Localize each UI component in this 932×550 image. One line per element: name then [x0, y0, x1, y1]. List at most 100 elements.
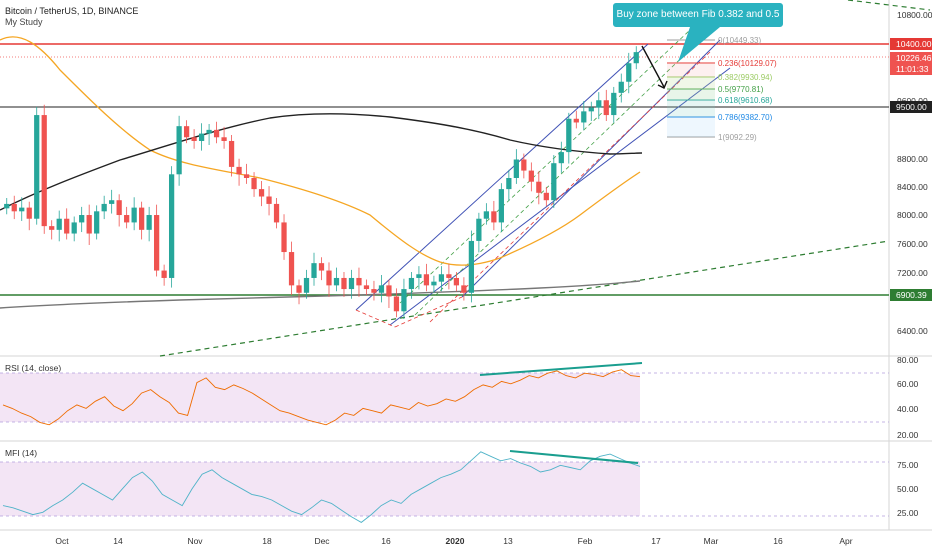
candle-body — [401, 289, 407, 312]
rsi-tick: 80.00 — [897, 355, 919, 365]
candle-body — [161, 270, 167, 278]
candle-body — [551, 163, 557, 201]
rsi-tick: 20.00 — [897, 430, 919, 440]
candle-body — [4, 203, 10, 209]
time-label: 14 — [113, 536, 123, 546]
candle-body — [386, 285, 392, 297]
candle-body — [596, 100, 602, 108]
candle-body — [611, 92, 617, 116]
price-tick: 8800.00 — [897, 154, 928, 164]
rsi-tick: 60.00 — [897, 379, 919, 389]
candle-body — [79, 215, 85, 223]
candle-body — [124, 215, 130, 223]
candle-body — [356, 277, 362, 286]
dashed-resistance-trendline[interactable] — [847, 0, 931, 11]
candle-body — [71, 222, 77, 234]
candle-body — [491, 211, 497, 223]
candle-body — [521, 159, 527, 171]
candles — [4, 46, 639, 320]
candle-body — [49, 226, 55, 230]
candle-body — [543, 192, 549, 201]
candle-body — [296, 285, 302, 293]
candle-body — [626, 63, 632, 82]
price-tick: 7600.00 — [897, 239, 928, 249]
badge-10400: 10400.00 — [896, 39, 932, 49]
candle-body — [536, 181, 542, 193]
rsi-tick: 40.00 — [897, 404, 919, 414]
price-tick: 10800.00 — [897, 10, 932, 20]
mfi-tick: 50.00 — [897, 484, 919, 494]
time-label: Dec — [314, 536, 330, 546]
candle-body — [154, 215, 160, 271]
badge-9500: 9500.00 — [896, 102, 927, 112]
badge-countdown: 11:01:33 — [896, 64, 929, 74]
candle-body — [311, 263, 317, 278]
candle-body — [566, 118, 572, 153]
candle-body — [498, 189, 504, 223]
candle-body — [176, 126, 182, 175]
time-label: 16 — [381, 536, 391, 546]
candle-body — [303, 277, 310, 293]
candle-body — [243, 174, 250, 178]
candle-body — [363, 285, 370, 290]
candle-body — [131, 207, 137, 223]
candle-body — [416, 274, 422, 278]
fib-label-05: 0.5(9770.81) — [718, 85, 764, 94]
candle-body — [236, 166, 242, 175]
badge-6900: 6900.39 — [896, 290, 927, 300]
candle-body — [116, 200, 122, 216]
candle-body — [558, 152, 564, 164]
rsi-panel[interactable]: RSI (14, close) 80.00 60.00 40.00 20.00 — [0, 355, 919, 440]
mfi-title: MFI (14) — [5, 448, 37, 458]
candle-body — [341, 277, 347, 290]
candle-body — [64, 218, 70, 234]
fib-retracement[interactable]: 0(10449.33) 0.236(10129.07) 0.382(9930.9… — [667, 36, 889, 142]
candle-body — [453, 277, 460, 286]
candle-body — [446, 274, 452, 278]
candle-body — [348, 277, 355, 290]
candle-body — [19, 207, 25, 212]
buy-zone-annotation[interactable]: Buy zone between Fib 0.382 and 0.5 — [613, 3, 783, 62]
candle-body — [258, 189, 265, 197]
candle-body — [221, 137, 227, 141]
candle-body — [11, 203, 17, 212]
candle-body — [528, 170, 534, 182]
price-tick: 7200.00 — [897, 268, 928, 278]
candle-body — [191, 137, 197, 141]
candle-body — [633, 52, 639, 64]
candle-body — [56, 218, 62, 230]
ascending-channel[interactable] — [355, 29, 731, 328]
ma-black-line — [0, 113, 643, 211]
candle-body — [26, 207, 32, 219]
candle-body — [94, 211, 100, 234]
time-label: Feb — [578, 536, 593, 546]
candle-body — [213, 129, 220, 138]
candle-body — [603, 100, 609, 116]
candle-body — [86, 215, 92, 234]
dashed-support-trendline[interactable] — [159, 240, 890, 357]
mfi-panel[interactable]: MFI (14) 75.00 50.00 25.00 — [0, 448, 919, 523]
candle-body — [41, 115, 47, 227]
candle-body — [438, 274, 445, 282]
candle-body — [618, 81, 624, 93]
candle-body — [431, 281, 437, 286]
candle-body — [506, 178, 512, 190]
rsi-divergence-line — [479, 362, 643, 376]
settings-icon[interactable] — [890, 531, 932, 550]
annotation-text: Buy zone between Fib 0.382 and 0.5 — [617, 9, 780, 20]
candle-body — [273, 203, 280, 223]
time-label: 16 — [773, 536, 783, 546]
candle-body — [588, 107, 594, 112]
candle-body — [423, 274, 430, 286]
badge-current-price: 10226.46 — [896, 53, 932, 63]
candle-body — [513, 159, 519, 178]
candle-body — [476, 218, 482, 241]
time-axis[interactable]: Oct 14 Nov 18 Dec 16 2020 13 Feb 17 Mar … — [55, 536, 852, 546]
candle-body — [326, 270, 332, 286]
arrow-head — [657, 80, 668, 89]
candle-body — [109, 200, 115, 204]
price-tick: 6400.00 — [897, 326, 928, 336]
candle-body — [228, 140, 235, 167]
mfi-divergence-line — [509, 450, 639, 464]
